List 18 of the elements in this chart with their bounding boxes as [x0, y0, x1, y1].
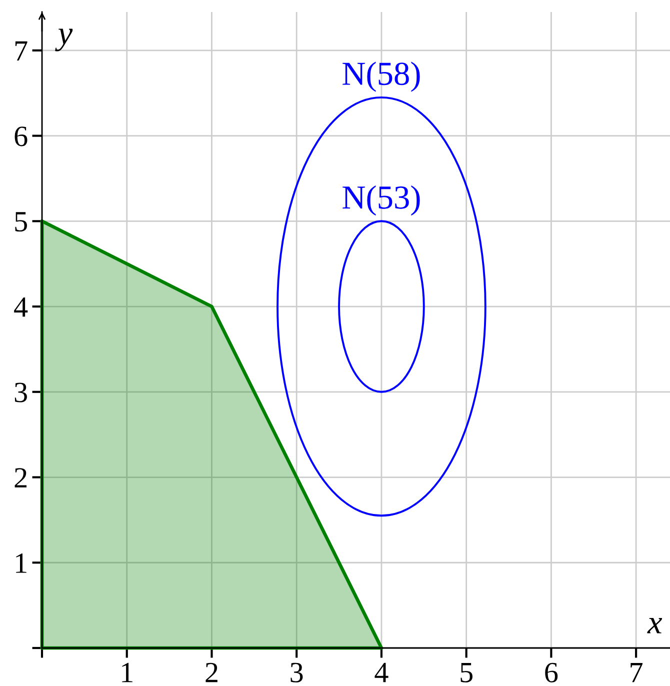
x-tick-label: 3 [290, 662, 303, 682]
annotation: N(53) [342, 185, 420, 216]
x-tick-label: 1 [122, 662, 132, 682]
y-axis-title: y [55, 28, 73, 52]
x-axis-title: x [647, 618, 662, 634]
x-tick-label: 4 [374, 662, 388, 682]
y-tick-label: 4 [14, 297, 28, 317]
x-tick-label: 5 [460, 663, 472, 682]
y-tick-label: 1 [16, 553, 26, 573]
y-tick-label: 5 [15, 212, 27, 232]
y-tick-label: 7 [15, 41, 28, 61]
x-tick-label: 7 [630, 663, 643, 682]
x-tick-label: 6 [545, 662, 558, 682]
y-tick-label: 2 [14, 468, 26, 488]
annotation: N(58) [342, 62, 420, 92]
y-tick-label: 3 [14, 382, 27, 402]
y-tick-label: 6 [14, 126, 28, 146]
x-tick-label: 2 [206, 662, 218, 682]
